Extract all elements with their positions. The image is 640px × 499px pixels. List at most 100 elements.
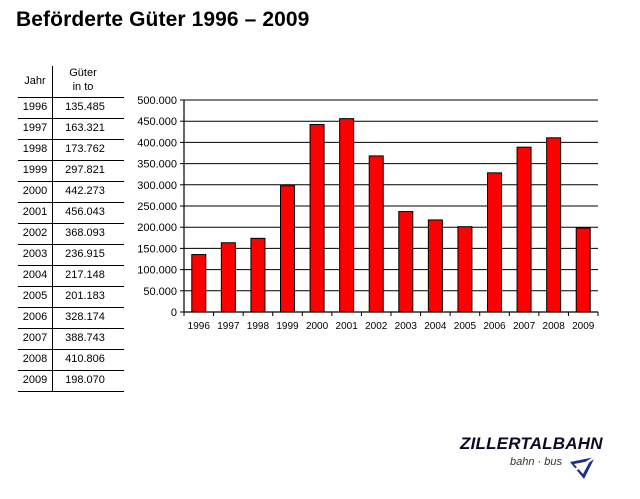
table-row: 1998 173.762 [18,139,124,160]
bar-2000 [309,123,325,313]
logo-tagline: bahn · bus [510,456,562,468]
row-year: 1997 [22,122,48,134]
row-year: 2008 [22,353,48,365]
table-row: 2004 217.148 [18,265,124,286]
row-value: 201.183 [65,290,105,302]
table-header: Jahr Güter in to [18,66,124,97]
table-row: 2006 328.174 [18,307,124,328]
data-table: Jahr Güter in to 1996 135.485 1997 163.321 1… [18,66,124,392]
table-row: 2000 442.273 [18,181,124,202]
table-body: 1996 135.485 1997 163.321 1998 173.762 1999 297… [18,97,124,392]
row-value: 217.148 [65,269,105,281]
y-tick-label: 100.000 [137,265,177,277]
x-tick-label: 2006 [483,321,506,332]
y-tick-label: 250.000 [137,201,177,213]
table-divider [52,161,53,181]
row-value: 328.174 [65,311,105,323]
bar-2006 [487,172,502,313]
table-divider [52,371,53,391]
row-year: 1999 [22,164,48,176]
x-tick-label: 1999 [276,321,299,332]
zillertalbahn-logo: ZILLERTALBAHN bahn · bus [458,432,608,484]
row-year: 2007 [22,332,48,344]
bar-2005 [457,226,473,313]
table-divider [52,329,53,349]
header-year: Jahr [24,75,46,87]
bar-1999 [280,185,295,313]
bar-2001 [339,118,355,313]
y-tick-label: 500.000 [137,95,177,107]
table-row: 2007 388.743 [18,328,124,349]
table-divider [52,287,53,307]
y-tick-label: 150.000 [137,243,177,255]
row-value: 297.821 [65,164,105,176]
x-tick-label: 2009 [572,321,595,332]
row-year: 1998 [22,143,48,155]
logo-name: ZILLERTALBAHN [460,434,603,453]
logo-swoosh-icon [568,453,599,479]
row-year: 2000 [22,185,48,197]
bar-2008 [546,137,562,313]
bar-1998 [250,237,266,313]
x-tick-label: 2001 [336,321,359,332]
row-value: 163.321 [65,122,105,134]
table-row: 2003 236.915 [18,244,124,265]
row-year: 2005 [22,290,48,302]
row-year: 1996 [22,101,48,113]
row-year: 2004 [22,269,48,281]
table-divider [52,140,53,160]
row-value: 456.043 [65,206,105,218]
y-tick-label: 450.000 [137,116,177,128]
x-tick-label: 1997 [217,321,240,332]
row-value: 442.273 [65,185,105,197]
x-tick-label: 2008 [543,321,566,332]
row-value: 236.915 [65,248,105,260]
table-divider [52,308,53,328]
table-divider [52,350,53,370]
bar-2004 [427,219,443,313]
bar-2007 [516,146,532,313]
bar-2003 [398,211,414,313]
table-row: 1997 163.321 [18,118,124,139]
table-divider [52,224,53,244]
row-year: 2001 [22,206,48,218]
table-divider [52,98,53,118]
y-tick-label: 200.000 [137,222,177,234]
page-title: Beförderte Güter 1996 – 2009 [16,8,310,31]
row-year: 2006 [22,311,48,323]
y-tick-label: 300.000 [137,180,177,192]
table-row: 2001 456.043 [18,202,124,223]
x-tick-label: 2002 [365,321,388,332]
row-value: 173.762 [65,143,105,155]
bar-1996 [191,254,207,313]
table-row: 2009 198.070 [18,370,124,392]
row-value: 135.485 [65,101,105,113]
header-value-line1: Güter [69,67,97,79]
table-divider [52,245,53,265]
x-tick-label: 2005 [454,321,477,332]
table-divider [52,66,53,97]
bar-2009 [575,227,591,313]
table-row: 1999 297.821 [18,160,124,181]
table-divider [52,182,53,202]
bar-chart: 0 50.000 100.000 150.000 200.000 250.000 300.0… [137,95,599,332]
header-value-line2: in to [72,81,94,93]
x-tick-label: 1998 [247,321,270,332]
row-value: 388.743 [65,332,105,344]
y-tick-label: 400.000 [137,137,177,149]
table-row: 2002 368.093 [18,223,124,244]
bar-2002 [368,155,384,313]
bar-1997 [220,242,236,313]
table-row: 2008 410.806 [18,349,124,370]
y-tick-label: 350.000 [137,159,177,171]
header-value: Güter in to [58,66,108,94]
row-value: 410.806 [65,353,105,365]
row-year: 2002 [22,227,48,239]
x-tick-label: 2000 [306,321,329,332]
table-row: 1996 135.485 [18,97,124,118]
table-row: 2005 201.183 [18,286,124,307]
y-tick-label: 0 [171,307,177,319]
x-tick-label: 1996 [188,321,211,332]
x-tick-label: 2004 [424,321,447,332]
row-value: 368.093 [65,227,105,239]
